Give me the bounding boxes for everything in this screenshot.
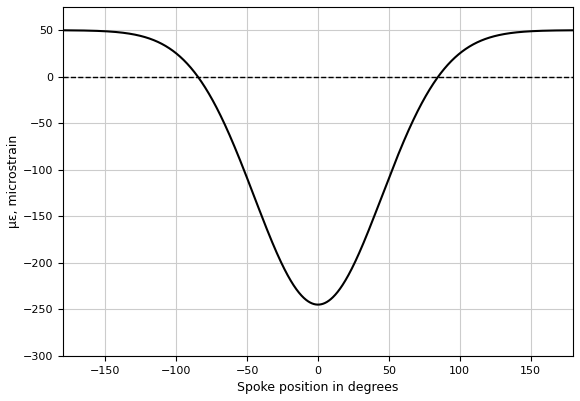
X-axis label: Spoke position in degrees: Spoke position in degrees: [237, 381, 398, 394]
Y-axis label: με, microstrain: με, microstrain: [7, 135, 20, 228]
